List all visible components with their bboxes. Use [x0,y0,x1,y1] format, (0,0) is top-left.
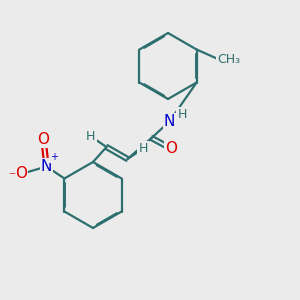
Text: O: O [165,141,177,156]
Text: H: H [86,130,96,143]
Text: O: O [15,167,27,182]
Text: N: N [41,159,52,174]
Text: ⁻: ⁻ [8,170,16,184]
Text: CH₃: CH₃ [217,52,240,66]
Text: N: N [164,114,175,129]
Text: +: + [50,152,58,163]
Text: O: O [38,132,50,147]
Text: H: H [177,108,187,122]
Text: H: H [138,142,148,155]
